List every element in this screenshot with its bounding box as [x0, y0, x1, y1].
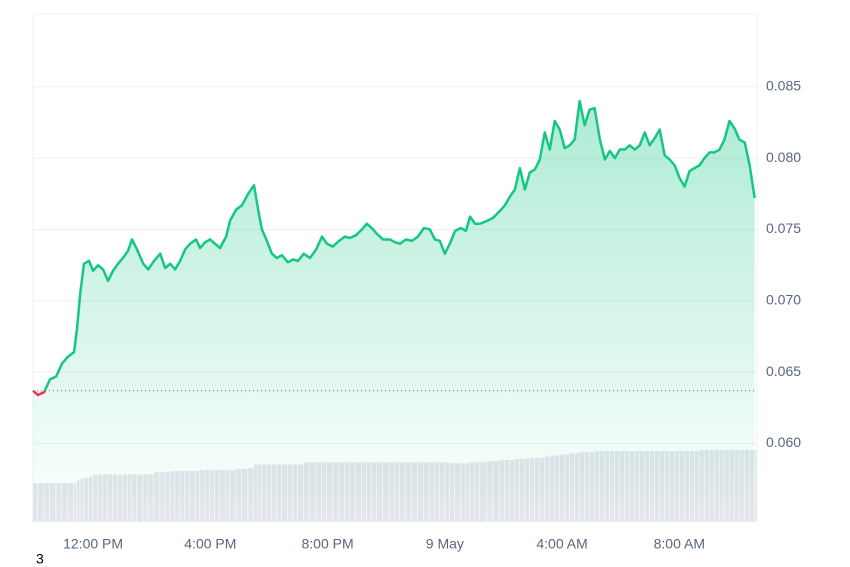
x-tick-label: 8:00 PM — [302, 536, 354, 552]
y-tick-label: 0.060 — [766, 434, 801, 450]
y-tick-label: 0.085 — [766, 77, 801, 93]
x-tick-label: 12:00 PM — [63, 536, 123, 552]
corner-label: 3 — [36, 551, 44, 567]
x-tick-label: 4:00 PM — [184, 536, 236, 552]
volume-bar — [754, 450, 757, 522]
x-tick-label: 9 May — [426, 536, 464, 552]
y-tick-label: 0.065 — [766, 363, 801, 379]
y-tick-label: 0.075 — [766, 220, 801, 236]
price-area — [33, 101, 755, 522]
y-tick-label: 0.070 — [766, 292, 801, 308]
price-line — [33, 99, 756, 391]
y-tick-label: 0.080 — [766, 149, 801, 165]
x-tick-label: 8:00 AM — [654, 536, 705, 552]
x-tick-label: 4:00 AM — [536, 536, 587, 552]
